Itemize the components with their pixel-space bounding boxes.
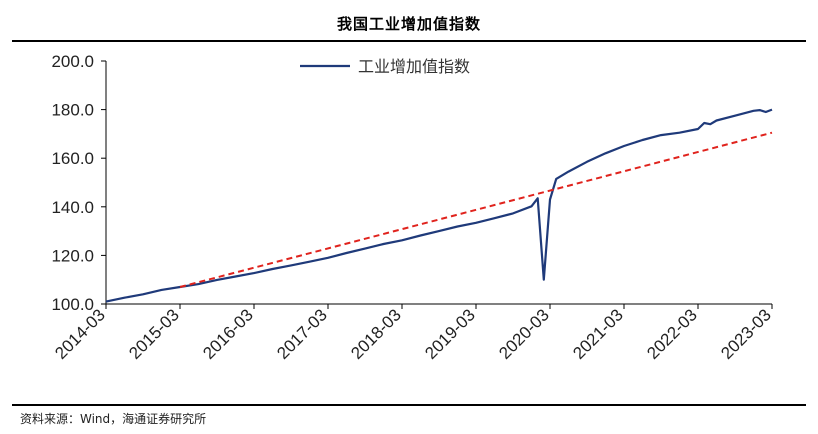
- series-line: [105, 108, 773, 303]
- y-tick-label: 180.0: [51, 101, 94, 120]
- x-tick-label: 2018-03: [347, 305, 405, 363]
- x-tick-label: 2021-03: [569, 305, 627, 363]
- legend-label: 工业增加值指数: [358, 57, 470, 76]
- source-divider: [12, 404, 806, 406]
- y-tick-label: 100.0: [51, 295, 94, 314]
- y-tick-label: 160.0: [51, 149, 94, 168]
- x-tick-label: 2022-03: [643, 305, 701, 363]
- trend-line: [179, 131, 773, 288]
- source-note: 资料来源：Wind，海通证券研究所: [20, 412, 207, 426]
- x-tick-label: 2016-03: [199, 305, 257, 363]
- chart-title-bar: 我国工业增加值指数: [12, 6, 806, 42]
- x-tick-label: 2020-03: [495, 305, 553, 363]
- x-tick-label: 2015-03: [125, 305, 183, 363]
- x-tick-label: 2023-03: [717, 305, 775, 363]
- x-tick-label: 2017-03: [273, 305, 331, 363]
- y-tick-label: 200.0: [51, 52, 94, 71]
- y-tick-label: 120.0: [51, 246, 94, 265]
- chart-title: 我国工业增加值指数: [336, 14, 481, 33]
- x-tick-label: 2019-03: [421, 305, 479, 363]
- y-tick-label: 140.0: [51, 198, 94, 217]
- x-tick-label: 2014-03: [51, 305, 109, 363]
- line-chart: 100.0 120.0 140.0 160.0 180.0 200.0 2014-03 201…: [51, 52, 775, 363]
